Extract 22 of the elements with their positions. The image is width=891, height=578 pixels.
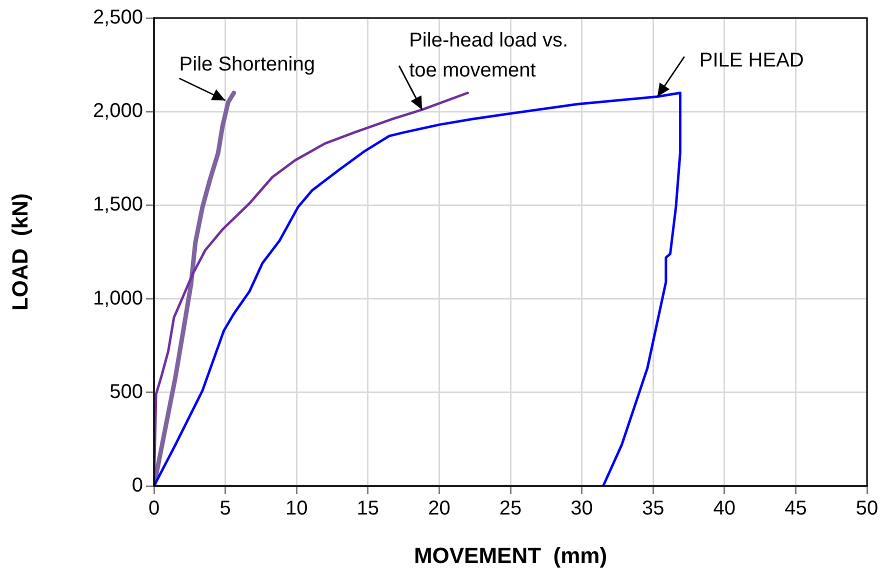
y-tick-label: 500	[110, 380, 143, 403]
y-tick-label: 2,500	[92, 6, 143, 29]
x-tick-label: 20	[428, 498, 450, 520]
x-axis-title: MOVEMENT (mm)	[414, 542, 608, 568]
annotation: Pile Shortening	[179, 53, 315, 76]
y-axis-title: LOAD (kN)	[7, 193, 32, 311]
x-tick-label: 0	[148, 498, 160, 520]
x-tick-label: 50	[856, 498, 878, 520]
x-tick-label: 25	[499, 498, 522, 520]
y-tick-label: 1,500	[92, 194, 143, 216]
x-tick-label: 40	[713, 498, 736, 520]
x-tick-label: 5	[220, 498, 231, 520]
x-tick-label: 10	[285, 498, 308, 520]
x-tick-label: 15	[356, 498, 380, 520]
y-tick-label: 1,000	[92, 287, 143, 310]
x-tick-label: 30	[570, 498, 593, 520]
annotation: Pile-head load vs. toe movement	[409, 30, 568, 82]
x-tick-label: 35	[642, 498, 664, 520]
y-tick-label: 0	[132, 474, 143, 497]
x-tick-label: 45	[784, 498, 807, 520]
y-tick-label: 2,000	[92, 100, 143, 122]
annotation: PILE HEAD	[699, 50, 804, 72]
